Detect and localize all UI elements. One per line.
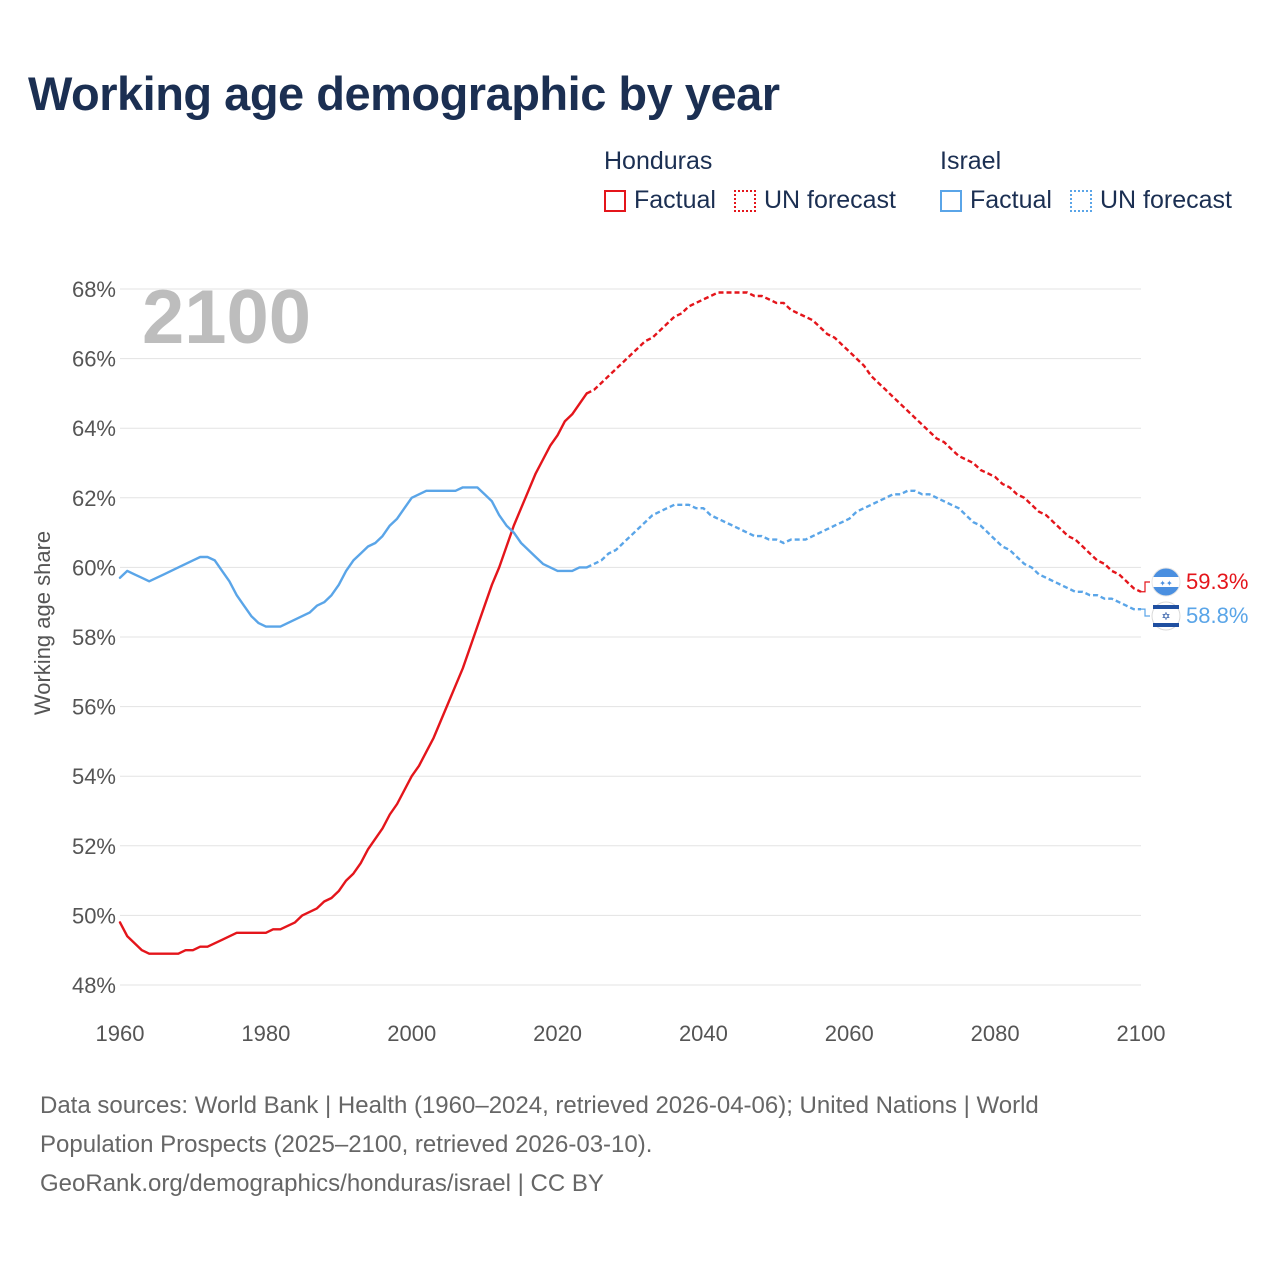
legend-honduras-factual-label: Factual bbox=[634, 186, 716, 214]
legend-honduras-name: Honduras bbox=[604, 147, 713, 175]
y-axis-ticks: 48% 50% 52% 54% 56% 58% 60% 62% 64% 66% 68% bbox=[72, 277, 116, 998]
x-tick-label-1980: 1980 bbox=[241, 1021, 290, 1046]
y-tick-label-58: 58% bbox=[72, 625, 116, 650]
footer-line-3[interactable]: GeoRank.org/demographics/honduras/israel… bbox=[40, 1170, 604, 1197]
y-tick-label-62: 62% bbox=[72, 486, 116, 511]
grid-lines bbox=[120, 288, 1141, 986]
year-watermark: 2100 bbox=[142, 275, 311, 360]
legend-israel-forecast-label: UN forecast bbox=[1099, 186, 1232, 214]
legend-honduras-factual-swatch bbox=[604, 189, 626, 212]
svg-text:✦✦: ✦✦ bbox=[1159, 579, 1173, 588]
x-tick-label-1960: 1960 bbox=[96, 1021, 145, 1046]
y-tick-label-60: 60% bbox=[72, 555, 116, 580]
legend-israel-forecast-swatch bbox=[1069, 189, 1092, 212]
israel-end-value: 58.8% bbox=[1186, 603, 1248, 628]
svg-text:✡: ✡ bbox=[1161, 610, 1170, 623]
y-tick-label-52: 52% bbox=[72, 834, 116, 859]
honduras-end-connector bbox=[1141, 581, 1150, 593]
series-lines bbox=[118, 291, 1150, 955]
x-tick-label-2100: 2100 bbox=[1117, 1021, 1166, 1046]
honduras-forecast-line bbox=[586, 291, 1142, 593]
x-tick-label-2060: 2060 bbox=[825, 1021, 874, 1046]
legend-israel-name: Israel bbox=[940, 147, 1002, 175]
y-tick-label-68: 68% bbox=[72, 277, 116, 302]
y-tick-label-66: 66% bbox=[72, 347, 116, 372]
end-labels: ✦✦ 59.3% ✡ 58.8% bbox=[1151, 567, 1248, 631]
israel-end-connector bbox=[1141, 608, 1150, 617]
x-tick-label-2080: 2080 bbox=[971, 1021, 1020, 1046]
y-tick-label-56: 56% bbox=[72, 695, 116, 720]
legend-israel-factual[interactable]: Factual bbox=[940, 186, 1052, 215]
x-tick-label-2000: 2000 bbox=[387, 1021, 436, 1046]
legend-honduras-forecast-swatch bbox=[733, 189, 756, 212]
honduras-flag-icon: ✦✦ bbox=[1151, 567, 1181, 597]
legend-honduras-factual[interactable]: Factual bbox=[604, 186, 716, 215]
y-tick-label-64: 64% bbox=[72, 416, 116, 441]
footer-line-2: Population Prospects (2025–2100, retriev… bbox=[40, 1131, 653, 1158]
y-tick-label-48: 48% bbox=[72, 973, 116, 998]
legend-israel: Israel Factual UN forecast bbox=[940, 146, 1232, 215]
legend-israel-factual-swatch bbox=[940, 189, 962, 212]
footer-sources: Data sources: World Bank | Health (1960–… bbox=[40, 1086, 1240, 1203]
x-tick-label-2040: 2040 bbox=[679, 1021, 728, 1046]
legend-israel-factual-label: Factual bbox=[970, 186, 1052, 214]
legend-honduras-forecast[interactable]: UN forecast bbox=[733, 186, 896, 215]
chart-title: Working age demographic by year bbox=[28, 67, 780, 120]
israel-forecast-line bbox=[586, 489, 1141, 611]
x-tick-label-2020: 2020 bbox=[533, 1021, 582, 1046]
y-tick-label-50: 50% bbox=[72, 903, 116, 928]
honduras-factual-line bbox=[118, 392, 588, 955]
israel-factual-line bbox=[118, 486, 588, 628]
legend-israel-forecast[interactable]: UN forecast bbox=[1069, 186, 1232, 215]
legend-honduras-forecast-label: UN forecast bbox=[763, 186, 896, 214]
footer-line-1: Data sources: World Bank | Health (1960–… bbox=[40, 1092, 1039, 1119]
israel-flag-icon: ✡ bbox=[1151, 601, 1181, 631]
line-chart: 2100 48% 50% 52% 54% 56% 58% 60% 62% 64% 66% 68% 1… bbox=[30, 275, 1248, 1046]
y-axis-label: Working age share bbox=[30, 531, 55, 715]
y-tick-label-54: 54% bbox=[72, 764, 116, 789]
x-axis-ticks: 1960 1980 2000 2020 2040 2060 2080 2100 bbox=[96, 1021, 1166, 1046]
legend-honduras: Honduras Factual UN forecast bbox=[604, 146, 896, 215]
honduras-end-value: 59.3% bbox=[1186, 569, 1248, 594]
